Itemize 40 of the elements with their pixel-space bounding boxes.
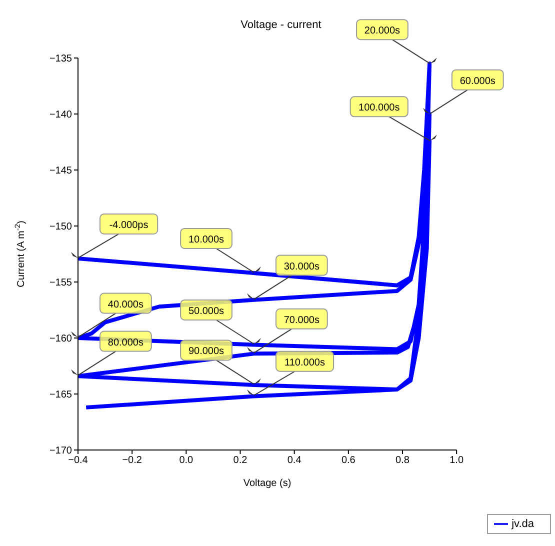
callout-box: -4.000ps — [71, 213, 158, 258]
y-tick-label: −165 — [49, 390, 72, 401]
legend-label: jv.da — [512, 518, 534, 530]
y-tick-label: −140 — [49, 110, 72, 121]
callout-box: 20.000s — [356, 19, 437, 64]
x-tick-label: 0.4 — [287, 455, 302, 466]
annotation: 80.000s — [108, 337, 144, 348]
y-tick-label: −150 — [49, 222, 72, 233]
y-tick-label: −170 — [49, 446, 72, 457]
x-tick-label: 0.8 — [396, 455, 410, 466]
annotation: 60.000s — [460, 76, 496, 87]
annotation: 40.000s — [108, 299, 144, 310]
callout-box: 100.000s — [350, 96, 437, 142]
annotation: 100.000s — [358, 102, 400, 114]
y-tick-label: −145 — [49, 166, 72, 177]
chart-title: Voltage - current — [240, 19, 322, 31]
x-tick-label: 0.2 — [233, 455, 248, 466]
annotation: 70.000s — [284, 314, 320, 326]
annotation: 110.000s — [284, 357, 325, 368]
annotation: -4.000ps — [109, 220, 148, 231]
x-tick-label: −0.2 — [122, 455, 142, 466]
annotation: 20.000s — [364, 26, 400, 37]
x-tick-label: 1.0 — [450, 455, 464, 466]
annotation: 10.000s — [188, 234, 224, 246]
callout-box: 80.000s — [71, 330, 152, 376]
x-tick-label: 0.0 — [179, 455, 194, 466]
x-axis-title: Voltage (s) — [243, 478, 292, 489]
y-tick-label: −135 — [49, 54, 72, 65]
y-tick-label: −160 — [49, 334, 72, 345]
callout-box: 30.000s — [246, 254, 328, 300]
callout-box: 60.000s — [422, 69, 504, 114]
callout-box: 110.000s — [246, 350, 334, 396]
callout-box: 90.000s — [180, 340, 261, 385]
annotation: 90.000s — [188, 346, 224, 358]
y-tick-label: −155 — [49, 278, 72, 289]
annotation: 30.000s — [284, 261, 320, 272]
x-tick-label: −0.4 — [68, 455, 88, 466]
x-tick-label: 0.6 — [341, 455, 356, 466]
callout-box: 10.000s — [180, 228, 261, 273]
annotation: 50.000s — [188, 306, 224, 317]
